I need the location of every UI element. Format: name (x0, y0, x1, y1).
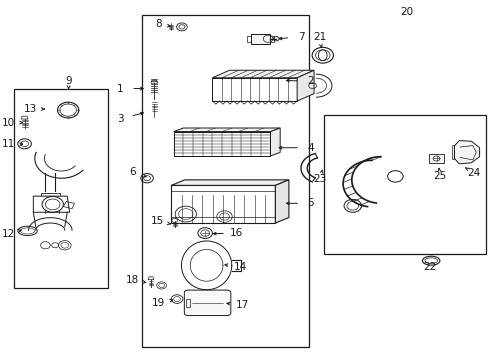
Text: 9: 9 (65, 76, 72, 86)
Polygon shape (33, 196, 69, 212)
Polygon shape (171, 180, 288, 185)
Bar (142, 15, 308, 347)
Text: 17: 17 (235, 300, 248, 310)
Polygon shape (251, 34, 270, 44)
Text: 25: 25 (432, 171, 446, 181)
Text: 18: 18 (125, 275, 139, 285)
Text: 10: 10 (1, 118, 15, 128)
Text: 15: 15 (150, 216, 163, 226)
Polygon shape (21, 116, 28, 119)
Text: 8: 8 (155, 19, 161, 30)
Polygon shape (41, 193, 60, 196)
Text: 4: 4 (307, 143, 313, 153)
Polygon shape (212, 70, 313, 78)
Text: 16: 16 (229, 228, 243, 238)
Text: 1: 1 (117, 84, 123, 94)
Bar (14, 89, 108, 288)
Polygon shape (171, 185, 275, 223)
Polygon shape (173, 132, 270, 156)
Polygon shape (275, 180, 288, 223)
Bar (323, 116, 485, 253)
Text: 14: 14 (233, 262, 246, 272)
Text: 6: 6 (129, 167, 136, 177)
Text: 11: 11 (1, 139, 15, 149)
FancyBboxPatch shape (184, 290, 230, 316)
Text: 12: 12 (1, 229, 15, 239)
Text: 23: 23 (312, 174, 325, 184)
Polygon shape (297, 70, 313, 101)
Text: 3: 3 (117, 114, 123, 124)
Text: 7: 7 (297, 32, 304, 41)
Text: 22: 22 (423, 262, 436, 272)
Text: 19: 19 (151, 298, 164, 308)
Polygon shape (212, 78, 297, 101)
Text: 20: 20 (400, 7, 413, 17)
Text: 24: 24 (466, 168, 479, 178)
Text: 5: 5 (307, 198, 313, 208)
Text: 2: 2 (307, 76, 313, 86)
Polygon shape (428, 154, 443, 163)
Polygon shape (270, 128, 280, 156)
Text: 13: 13 (24, 104, 37, 114)
Polygon shape (453, 140, 479, 164)
Polygon shape (173, 128, 280, 132)
Text: 21: 21 (312, 32, 325, 42)
